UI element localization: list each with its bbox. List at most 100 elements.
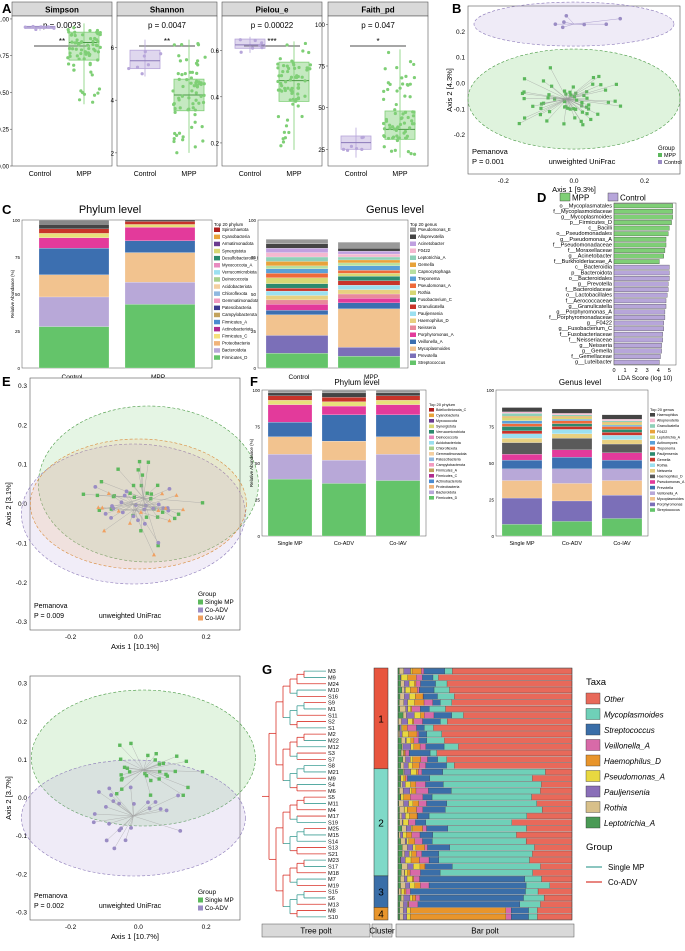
data-point <box>77 98 82 102</box>
genus-bar-segment <box>265 314 329 336</box>
data-point <box>591 82 595 86</box>
legend-swatch <box>214 284 220 289</box>
legend-swatch <box>198 615 203 621</box>
taxa-bar-segment <box>526 825 573 832</box>
legend-label: Neisseria <box>418 325 437 330</box>
data-point <box>91 39 95 43</box>
taxa-bar-segment <box>420 869 441 876</box>
genus-bar-segment <box>337 276 401 281</box>
spider-line <box>105 806 134 817</box>
data-point <box>401 112 405 116</box>
data-point <box>165 774 170 778</box>
lda-bar <box>613 359 660 365</box>
taxa-bar-segment <box>417 813 430 820</box>
lda-bar-label: f__Bacteroidaceae <box>565 287 612 293</box>
data-point <box>96 505 101 510</box>
data-point <box>564 105 568 109</box>
data-point <box>34 27 38 32</box>
data-point <box>72 26 76 30</box>
taxa-bar-segment <box>401 825 407 832</box>
spider-line <box>523 91 567 100</box>
data-point <box>92 93 97 97</box>
lda-bar <box>613 209 673 214</box>
taxa-bar-segment <box>404 876 408 883</box>
phylum-bar-segment <box>375 395 421 401</box>
taxa-bar-segment <box>402 756 406 763</box>
taxa-bar-segment <box>408 750 431 757</box>
data-point <box>171 89 175 93</box>
genus-bar-segment <box>337 273 401 277</box>
legend-label: Firmicutes_D <box>436 496 458 500</box>
legend-swatch <box>585 739 601 751</box>
permanova-p: P = 0.001 <box>472 157 504 166</box>
cluster-label: 2 <box>378 818 384 829</box>
leaf-label: M25 <box>328 827 339 833</box>
genus-bar-segment <box>265 243 329 249</box>
data-point <box>539 106 543 110</box>
data-point <box>83 50 87 54</box>
spider-line <box>143 769 167 775</box>
data-point <box>119 773 123 777</box>
data-point <box>402 131 406 135</box>
genus-bar-segment <box>337 285 401 290</box>
data-point <box>196 42 200 46</box>
alpha-diversity-panel: Simpson 0.00 0.25 0.50 0.75 1.00 p = 0.0023 ** C… <box>0 1 429 178</box>
data-point <box>104 838 109 843</box>
taxa-bar-segment <box>416 768 419 775</box>
cluster-label: 1 <box>378 714 384 725</box>
taxa-bar-segment <box>423 693 438 700</box>
leaf-label: S5 <box>328 795 335 801</box>
taxa-bar-segment <box>505 907 512 914</box>
distance-metric: unweighted UniFrac <box>99 903 162 910</box>
data-point <box>276 66 280 70</box>
data-point <box>382 127 387 131</box>
genus-bar-segment <box>501 442 543 455</box>
lda-bar-label: g__Luteibacter <box>575 360 612 366</box>
data-point <box>127 66 131 71</box>
taxa-bar-segment <box>422 674 434 681</box>
legend-swatch <box>410 248 416 253</box>
data-point <box>70 47 75 51</box>
taxa-bar-segment <box>403 775 406 782</box>
spider-line <box>124 767 144 771</box>
phylum-bar-segment <box>124 240 196 253</box>
data-point <box>585 112 589 116</box>
legend-swatch <box>429 490 434 495</box>
spider-line <box>121 769 144 790</box>
taxa-bar-segment <box>410 913 506 920</box>
lda-bar <box>613 331 663 337</box>
taxa-bar-segment <box>397 794 401 801</box>
legend-swatch <box>410 241 416 246</box>
legend-label: Spirochaetota <box>222 227 249 232</box>
spider-line <box>133 508 166 511</box>
data-point <box>158 807 163 811</box>
genus-bar-segment <box>337 298 401 303</box>
data-point <box>394 102 398 107</box>
data-point <box>171 102 176 107</box>
phylum-bar-segment <box>267 392 313 396</box>
genus-bar-segment <box>501 430 543 434</box>
taxa-bar-segment <box>397 882 401 889</box>
data-point <box>140 72 144 76</box>
data-point <box>122 493 127 498</box>
data-point <box>42 25 47 29</box>
y-tick-label: 4 <box>111 99 115 105</box>
taxa-bar-segment <box>403 901 408 908</box>
pcoa-panel-e-top: -0.2 0.0 0.2 -0.3 -0.2 -0.1 0.0 0.1 0.2 0.3 Axis 1… <box>4 377 259 651</box>
taxa-bar-segment <box>403 907 407 914</box>
y-tick-label: 2 <box>111 151 115 157</box>
taxa-bar-segment <box>532 869 573 876</box>
genus-bar-segment <box>337 270 401 274</box>
phylum-bar-segment <box>38 219 110 225</box>
taxa-bar-segment <box>405 687 411 694</box>
spider-line <box>143 753 157 771</box>
data-point <box>202 93 206 97</box>
data-point <box>201 139 205 143</box>
data-point <box>140 473 145 477</box>
taxa-bar-segment <box>451 787 541 794</box>
genus-bar-segment <box>501 411 543 414</box>
spider-line <box>108 493 134 511</box>
data-point <box>97 790 101 794</box>
taxa-bar-segment <box>432 674 439 681</box>
data-point <box>401 82 405 86</box>
